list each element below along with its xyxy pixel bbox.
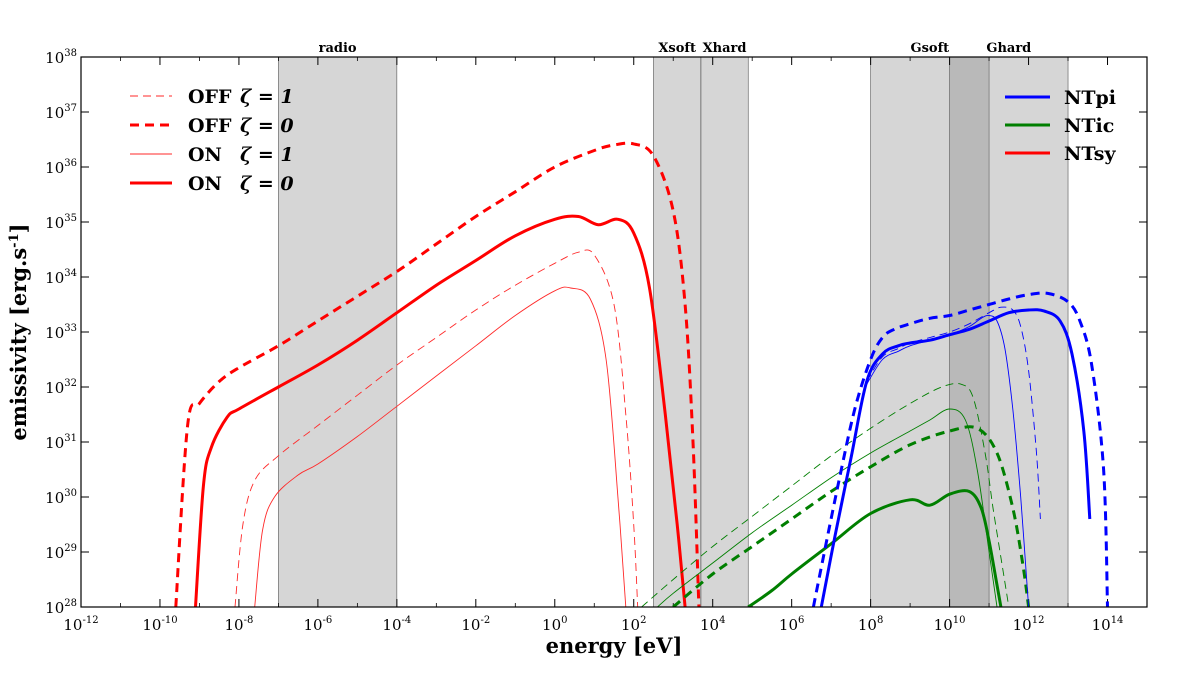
legend-zeta: ζ = 0 [240, 173, 294, 195]
band-xhard [700, 56, 749, 608]
y-tick-label: 1029 [45, 543, 77, 562]
y-tick-label: 1033 [45, 323, 77, 342]
legend-style: OFF ζ = 1 OFF ζ = 0 ON ζ = 1 ON ζ = 0 [130, 86, 294, 195]
x-tick-label: 108 [858, 615, 883, 634]
legend-label: ON [188, 173, 222, 195]
x-tick-label: 10-10 [142, 615, 177, 634]
series-NTic-thick-dashed [672, 425, 1031, 607]
series-NTpi-thick-dashed [811, 291, 1109, 607]
band-label-ghard: Ghard [986, 41, 1031, 56]
x-tick-label: 1010 [934, 615, 966, 634]
x-tick-label: 10-6 [303, 615, 332, 634]
band-radio [278, 56, 398, 608]
series-NTsy-thick-dashed [174, 141, 701, 607]
legend-label-NTsy: NTsy [1064, 143, 1116, 165]
legend-label: ON [188, 144, 222, 166]
series-lines [174, 141, 1109, 607]
series-NTsy-thin-solid [254, 286, 627, 607]
y-tick-label: 1035 [45, 213, 77, 232]
y-tick-label: 1034 [45, 268, 77, 287]
series-NTsy-thick-solid [194, 214, 687, 607]
legend-label: OFF [188, 115, 232, 137]
y-tick-label: 1038 [45, 48, 77, 67]
series-NTpi-thin-dashed [866, 306, 1041, 520]
y-tick-label: 1030 [45, 488, 77, 507]
x-tick-label: 10-4 [382, 615, 411, 634]
legend-zeta: ζ = 1 [240, 144, 294, 166]
x-axis-label: energy [eV] [546, 633, 683, 658]
band-label-xhard: Xhard [703, 41, 747, 56]
band-ghard [949, 56, 1069, 608]
y-tick-labels: 1028 1029 1030 1031 1032 1033 1034 1035 1036 1037… [45, 48, 77, 617]
x-tick-label: 1014 [1092, 615, 1124, 634]
band-label-radio: radio [319, 41, 357, 56]
y-tick-label: 1031 [45, 433, 77, 452]
x-tick-label: 106 [779, 615, 804, 634]
series-NTsy-thin-dashed [234, 249, 639, 607]
band-label-gsoft: Gsoft [911, 41, 950, 56]
y-tick-label: 1037 [45, 103, 77, 122]
band-labels: radio Xsoft Xhard Gsoft Ghard [319, 41, 1032, 56]
x-tick-label: 10-2 [461, 615, 490, 634]
y-axis-label: emissivity [erg.s-1] [6, 223, 31, 440]
x-tick-label: 104 [700, 615, 725, 634]
y-tick-label: 1032 [45, 378, 77, 397]
legend-zeta: ζ = 1 [240, 86, 294, 108]
legend-zeta: ζ = 0 [240, 115, 294, 137]
plot-frame [80, 56, 1148, 608]
x-tick-label: 10-8 [225, 615, 254, 634]
series-NTic-thin-dashed [641, 383, 1010, 607]
energy-bands [278, 56, 1069, 608]
x-tick-labels: 10-12 10-10 10-8 10-6 10-4 10-2 100 102 104 106 10… [63, 615, 1123, 634]
legend-label-NTpi: NTpi [1064, 87, 1116, 109]
y-tick-label: 1028 [45, 598, 77, 617]
series-NTic-thin-solid [657, 408, 998, 607]
x-tick-label: 102 [621, 615, 646, 634]
legend-label-NTic: NTic [1064, 115, 1114, 137]
x-tick-label: 1012 [1013, 615, 1045, 634]
series-NTpi-thick-solid [819, 308, 1092, 607]
x-tick-label: 10-12 [63, 615, 98, 634]
x-tick-label: 100 [542, 615, 567, 634]
legend-components: NTpi NTic NTsy [1005, 87, 1116, 165]
legend-label: OFF [188, 86, 232, 108]
y-tick-label: 1036 [45, 158, 77, 177]
series-NTpi-thin-solid [866, 314, 1030, 607]
series-NTic-thick-solid [747, 489, 1003, 607]
band-label-xsoft: Xsoft [658, 41, 696, 56]
